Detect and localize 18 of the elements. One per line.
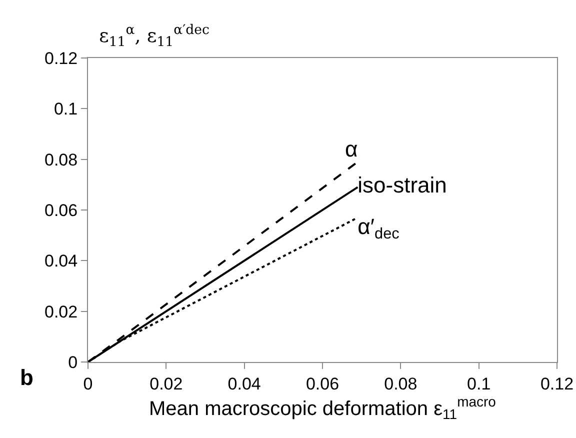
x-tick-label: 0.04 [228,374,261,394]
y-tick-label: 0.04 [44,252,78,271]
x-tick-label: 0 [83,374,93,394]
y-tick-label: 0 [68,352,78,372]
x-tick-label: 0.06 [306,374,340,394]
x-tick-label: 0.08 [384,374,418,394]
series-label: α [344,136,358,162]
y-tick-label: 0.08 [44,150,78,170]
series-label: α′$_{dec}$ [358,214,400,243]
text: b [20,365,34,390]
y-tick-label: 0.1 [54,100,78,119]
y-tick-label: 0.02 [44,302,78,322]
x-tick-label: 0.12 [540,374,574,394]
y-tick-label: 0.12 [44,48,78,68]
series-label: iso-strain [358,172,447,198]
y-tick-label: 0.06 [44,200,78,220]
x-tick-label: 0.02 [150,374,183,394]
x-tick-label: 0.1 [467,374,491,394]
